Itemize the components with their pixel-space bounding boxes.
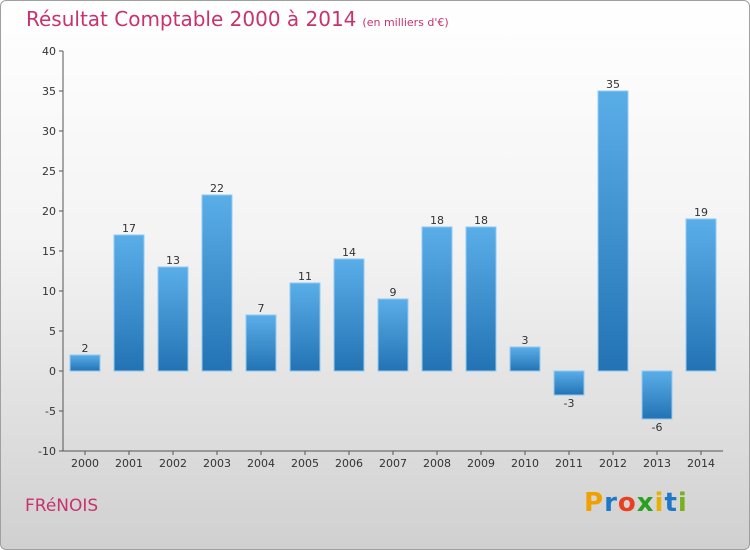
chart-labels: 2 17 13 22 7 11 14 9 18 18 3 -3 35 -6 19 <box>82 78 709 434</box>
x-tick-label: 2010 <box>511 457 539 470</box>
logo-letter: t <box>664 488 678 518</box>
value-label: -6 <box>652 421 663 434</box>
x-tick-label: 2012 <box>599 457 627 470</box>
commune-name: FRéNOIS <box>25 496 99 516</box>
bar-2005 <box>289 282 321 372</box>
chart-bars <box>69 90 717 420</box>
bar-2014 <box>685 218 717 372</box>
x-tick-label: 2004 <box>247 457 275 470</box>
value-label: 18 <box>430 214 444 227</box>
logo-letter: i <box>677 488 688 518</box>
bar-2010 <box>509 346 541 372</box>
y-tick-label: -5 <box>45 405 56 418</box>
x-tick-label: 2007 <box>379 457 407 470</box>
bar-2012 <box>597 90 629 372</box>
x-tick-label: 2001 <box>115 457 143 470</box>
bar-2007 <box>377 298 409 372</box>
value-label: 7 <box>258 302 265 315</box>
y-tick-label: 30 <box>42 125 56 138</box>
logo-letter: x <box>636 488 655 518</box>
x-tick-label: 2013 <box>643 457 671 470</box>
value-label: 14 <box>342 246 356 259</box>
value-label: 17 <box>122 222 136 235</box>
value-label: 2 <box>82 342 89 355</box>
value-label: 9 <box>390 286 397 299</box>
logo-letter: i <box>654 488 665 518</box>
x-tick-label: 2006 <box>335 457 363 470</box>
y-tick-label: 15 <box>42 245 56 258</box>
bar-2004 <box>245 314 277 372</box>
bar-2001 <box>113 234 145 372</box>
x-tick-label: 2005 <box>291 457 319 470</box>
value-label: 13 <box>166 254 180 267</box>
bar-2011 <box>553 370 585 396</box>
x-tick-label: 2014 <box>687 457 715 470</box>
y-tick-label: 10 <box>42 285 56 298</box>
value-label: 18 <box>474 214 488 227</box>
logo-letter: o <box>617 488 637 518</box>
x-tick-label: 2011 <box>555 457 583 470</box>
y-tick-label: 25 <box>42 165 56 178</box>
x-tick-label: 2003 <box>203 457 231 470</box>
x-tick-label: 2002 <box>159 457 187 470</box>
bar-2008 <box>421 226 453 372</box>
value-label: 22 <box>210 182 224 195</box>
bar-2002 <box>157 266 189 372</box>
value-label: -3 <box>564 397 575 410</box>
chart-title: Résultat Comptable 2000 à 2014 (en millie… <box>26 7 449 31</box>
y-tick-label: 35 <box>42 85 56 98</box>
chart-subtitle: (en milliers d'€) <box>362 16 449 29</box>
chart-axes: -10 -5 0 5 10 15 20 25 30 35 40 2000 2001 2002 2003 200… <box>38 45 723 470</box>
value-label: 19 <box>694 206 708 219</box>
chart-title-text: Résultat Comptable 2000 à 2014 <box>26 7 357 31</box>
proxiti-logo: Proxiti <box>584 488 688 518</box>
bar-2000 <box>69 354 101 372</box>
y-tick-label: 0 <box>49 365 56 378</box>
y-tick-label: -10 <box>38 445 56 458</box>
bar-2003 <box>201 194 233 372</box>
x-tick-label: 2000 <box>71 457 99 470</box>
bar-2006 <box>333 258 365 372</box>
bar-2013 <box>641 370 673 420</box>
bar-2009 <box>465 226 497 372</box>
y-tick-label: 20 <box>42 205 56 218</box>
value-label: 35 <box>606 78 620 91</box>
x-tick-label: 2009 <box>467 457 495 470</box>
x-tick-label: 2008 <box>423 457 451 470</box>
value-label: 11 <box>298 270 312 283</box>
value-label: 3 <box>522 334 529 347</box>
y-tick-label: 40 <box>42 45 56 58</box>
logo-letter: P <box>584 488 605 518</box>
y-tick-label: 5 <box>49 325 56 338</box>
logo-letter: r <box>604 488 618 518</box>
